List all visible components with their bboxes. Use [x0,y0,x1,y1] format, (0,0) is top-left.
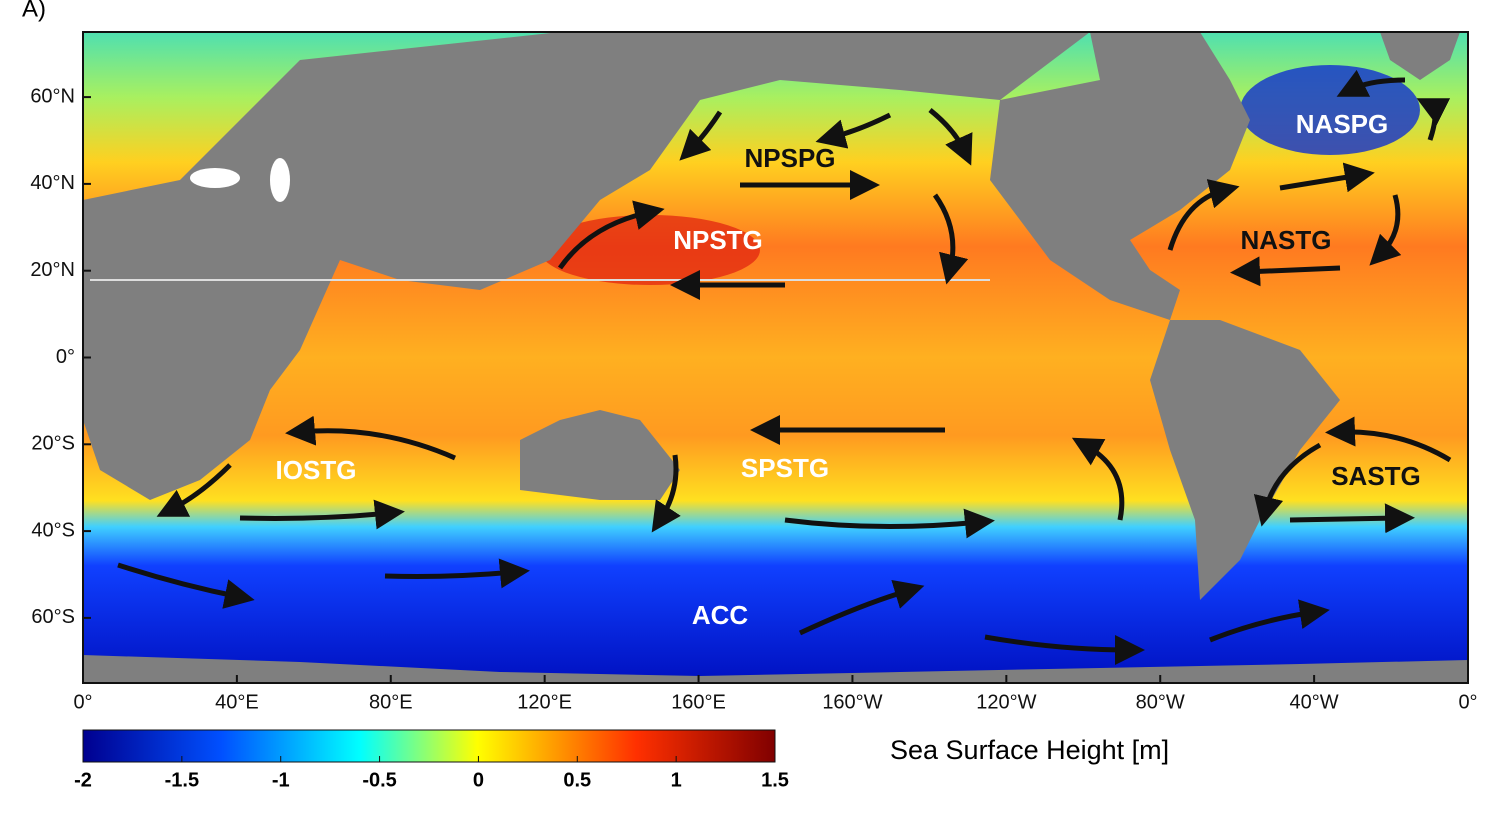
x-tick-label: 0° [73,691,92,713]
colorbar-tick-label: 0 [473,769,484,791]
colorbar-tick-label: -2 [74,769,92,791]
x-tick-label: 160°E [671,691,726,713]
y-tick-label: 0° [56,346,75,368]
colorbar-tick-label: 0.5 [563,769,591,791]
region-label: NPSTG [673,225,763,255]
region-label: NPSPG [744,143,835,173]
region-label: SPSTG [741,453,829,483]
x-tick-label: 40°W [1290,691,1339,713]
region-label: NASPG [1296,109,1388,139]
colorbar-tick-label: -1 [272,769,290,791]
x-tick-label: 120°W [976,691,1036,713]
lakes [190,158,290,202]
x-tick-label: 80°W [1136,691,1185,713]
colorbar-tick-label: 1 [671,769,682,791]
colorbar-tick-label: -1.5 [165,769,199,791]
y-tick-label: 40°S [31,519,75,541]
arrows [117,69,1452,665]
land [83,32,1468,683]
colorbar-label: Sea Surface Height [m] [890,735,1169,765]
colorbar-tick-label: 1.5 [761,769,789,791]
panel-label: A) [22,0,46,22]
y-tick-label: 20°S [31,433,75,455]
cold-core [1240,65,1420,155]
map [82,31,1469,684]
region-label: SASTG [1331,461,1421,491]
x-tick-label: 40°E [215,691,259,713]
x-tick-label: 0° [1458,691,1477,713]
x-tick-label: 120°E [517,691,572,713]
x-tick-label: 80°E [369,691,413,713]
y-tick-label: 20°N [30,259,75,281]
colorbar-tick-label: -0.5 [362,769,396,791]
x-tick-label: 160°W [822,691,882,713]
y-tick-label: 60°N [30,85,75,107]
region-label: IOSTG [276,455,357,485]
region-label: NASTG [1241,225,1332,255]
y-tick-label: 60°S [31,606,75,628]
region-label: ACC [692,600,749,630]
y-tick-label: 40°N [30,172,75,194]
colorbar [82,729,776,763]
